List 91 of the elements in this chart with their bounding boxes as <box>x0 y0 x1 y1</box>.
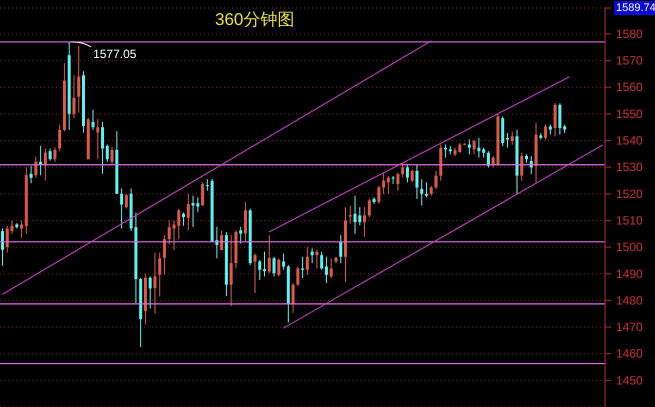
candlestick <box>30 165 33 184</box>
candlestick <box>492 155 495 168</box>
candlestick <box>324 256 328 284</box>
candlestick <box>544 124 548 140</box>
candlestick <box>172 220 176 250</box>
candlestick <box>168 220 171 245</box>
candlestick <box>520 152 524 182</box>
y-tick-label: 1560 <box>616 80 644 94</box>
candlestick <box>77 45 80 114</box>
candlestick <box>406 164 409 183</box>
candlestick <box>58 124 62 152</box>
candlestick <box>177 208 180 240</box>
candlestick <box>382 172 386 194</box>
y-tick-label: 1500 <box>616 240 644 254</box>
candlestick <box>20 220 24 238</box>
candlestick <box>554 102 557 137</box>
candlestick <box>354 195 357 234</box>
candlestick <box>48 148 52 162</box>
candlestick <box>268 234 271 274</box>
candlestick <box>377 185 380 204</box>
candlestick <box>330 258 333 279</box>
candlestick <box>44 148 47 182</box>
candlestick <box>124 193 128 209</box>
candlestick <box>272 256 276 277</box>
candlestick <box>239 226 242 244</box>
y-tick-label: 1580 <box>616 26 644 41</box>
candlestick <box>320 251 324 270</box>
candlestick <box>363 206 366 238</box>
candlestick <box>420 178 424 206</box>
candlestick <box>548 124 552 136</box>
candlestick <box>410 168 414 183</box>
candlestick <box>458 142 462 154</box>
candlestick <box>401 162 404 178</box>
candlestick <box>434 170 438 190</box>
candlestick <box>53 146 56 162</box>
candlestick <box>368 198 371 218</box>
candlestick <box>292 282 295 314</box>
candlestick <box>186 193 190 231</box>
candlestick <box>310 248 314 264</box>
candlestick <box>162 234 166 276</box>
candlestick <box>192 195 195 228</box>
y-tick-label: 1530 <box>616 160 644 174</box>
candlestick <box>253 253 256 294</box>
candlestick <box>258 259 262 280</box>
candlestick <box>182 212 186 226</box>
candlestick <box>415 164 418 200</box>
annotation: 1577.05 <box>93 46 137 61</box>
y-tick-label: 1490 <box>616 266 644 281</box>
y-tick-label: 1450 <box>616 373 644 388</box>
candlestick <box>386 175 390 194</box>
candlestick <box>158 252 162 297</box>
candlestick <box>339 234 342 264</box>
chart-title: 360分钟图 <box>215 9 294 31</box>
candlestick <box>468 138 471 155</box>
candlestick <box>430 185 433 196</box>
candlestick <box>348 205 352 224</box>
y-tick-label: 1460 <box>616 346 644 361</box>
candlestick <box>506 132 509 148</box>
y-tick-label: 1480 <box>616 293 644 308</box>
candlestick <box>101 121 104 174</box>
candlestick <box>510 130 514 146</box>
candlestick <box>230 234 233 307</box>
candlestick <box>315 249 318 269</box>
y-tick-label: 1540 <box>616 134 644 148</box>
candlestick <box>110 146 114 166</box>
candlestick <box>472 138 476 155</box>
candlestick <box>196 196 200 213</box>
y-tick-label: 1550 <box>616 106 644 121</box>
candlestick <box>358 206 362 226</box>
candlestick <box>282 253 286 270</box>
candlestick <box>92 109 95 130</box>
candlestick <box>296 266 300 287</box>
candlestick <box>444 144 448 158</box>
candlestick <box>153 252 156 314</box>
candlestick <box>277 258 280 277</box>
candlestick <box>1 228 4 266</box>
y-tick-label: 1520 <box>616 186 644 201</box>
y-tick-label: 1570 <box>616 54 644 68</box>
candlestick <box>72 74 76 118</box>
candlestick <box>96 118 100 160</box>
candlestick <box>306 246 309 276</box>
candlestick <box>396 172 400 192</box>
candlestick <box>120 188 124 229</box>
candlestick <box>201 182 204 206</box>
candlestick <box>263 251 266 277</box>
candlestick <box>106 144 109 162</box>
y-tick-label: 1510 <box>616 213 644 228</box>
candlestick <box>148 276 152 309</box>
y-tick-label: 1470 <box>616 320 644 334</box>
candlestick <box>244 202 247 242</box>
candlestick <box>301 256 304 279</box>
